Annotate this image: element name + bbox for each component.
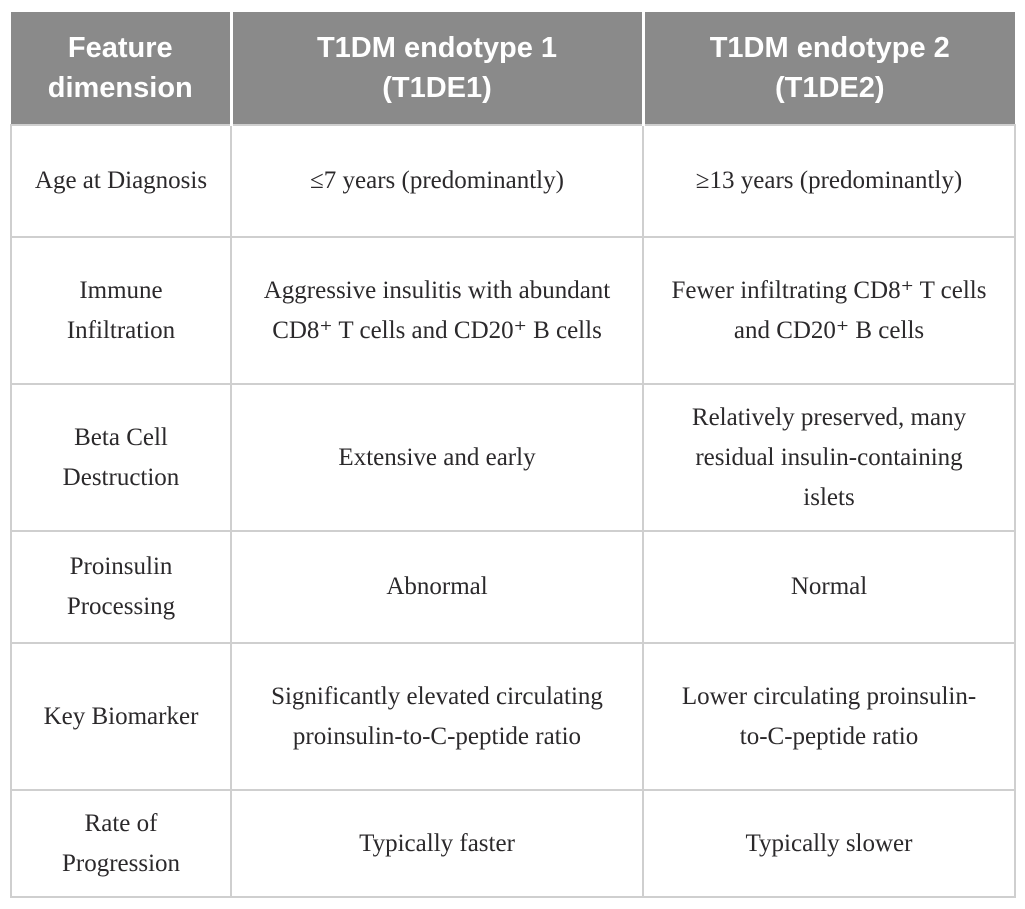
cell-endotype2-age-at-diagnosis: ≥13 years (predominantly) <box>642 124 1016 238</box>
table-row-rate-of-progression: Rate of Progression Typically faster Typ… <box>10 789 1016 898</box>
cell-endotype1-immune-infiltration: Aggressive insulitis with abundant CD8⁺ … <box>230 236 644 385</box>
header-endotype1-line1: T1DM endotype 1 <box>316 31 558 64</box>
cell-feature-proinsulin-processing: Proinsulin Processing <box>10 530 232 644</box>
cell-endotype2-immune-infiltration: Fewer infiltrating CD8⁺ T cells and CD20… <box>642 236 1016 385</box>
cell-feature-immune-infiltration: Immune Infiltration <box>10 236 232 385</box>
table-row-proinsulin-processing: Proinsulin Processing Abnormal Normal <box>10 530 1016 644</box>
table-row-key-biomarker: Key Biomarker Significantly elevated cir… <box>10 642 1016 791</box>
cell-feature-rate-of-progression: Rate of Progression <box>10 789 232 898</box>
table-row-age-at-diagnosis: Age at Diagnosis ≤7 years (predominantly… <box>10 124 1016 238</box>
cell-endotype2-beta-cell-destruction: Relatively preserved, many residual insu… <box>642 383 1016 532</box>
cell-endotype1-age-at-diagnosis: ≤7 years (predominantly) <box>230 124 644 238</box>
header-endotype2-line2: (T1DE2) <box>774 72 885 104</box>
cell-endotype1-beta-cell-destruction: Extensive and early <box>230 383 644 532</box>
cell-endotype1-proinsulin-processing: Abnormal <box>230 530 644 644</box>
cell-endotype2-proinsulin-processing: Normal <box>642 530 1016 644</box>
cell-feature-age-at-diagnosis: Age at Diagnosis <box>10 124 232 238</box>
header-feature-line2: dimension <box>47 72 193 104</box>
table-row-immune-infiltration: Immune Infiltration Aggressive insulitis… <box>10 236 1016 385</box>
header-cell-endotype2: T1DM endotype 2 (T1DE2) <box>641 12 1015 125</box>
table-row-beta-cell-destruction: Beta Cell Destruction Extensive and earl… <box>10 383 1016 532</box>
cell-endotype1-key-biomarker: Significantly elevated circulating proin… <box>230 642 644 791</box>
endotype-comparison-table: Feature dimension T1DM endotype 1 (T1DE1… <box>10 12 1016 898</box>
header-cell-endotype1: T1DM endotype 1 (T1DE1) <box>229 12 643 125</box>
cell-feature-beta-cell-destruction: Beta Cell Destruction <box>10 383 232 532</box>
header-feature-line1: Feature <box>67 31 173 64</box>
cell-endotype2-rate-of-progression: Typically slower <box>642 789 1016 898</box>
cell-feature-key-biomarker: Key Biomarker <box>10 642 232 791</box>
header-row: Feature dimension T1DM endotype 1 (T1DE1… <box>11 12 1015 125</box>
cell-endotype2-key-biomarker: Lower circulating proinsulin-to-C-peptid… <box>642 642 1016 791</box>
cell-endotype1-rate-of-progression: Typically faster <box>230 789 644 898</box>
header-endotype1-line2: (T1DE1) <box>382 72 492 104</box>
header-cell-feature-dimension: Feature dimension <box>11 12 231 125</box>
header-endotype2-line1: T1DM endotype 2 <box>709 31 950 64</box>
